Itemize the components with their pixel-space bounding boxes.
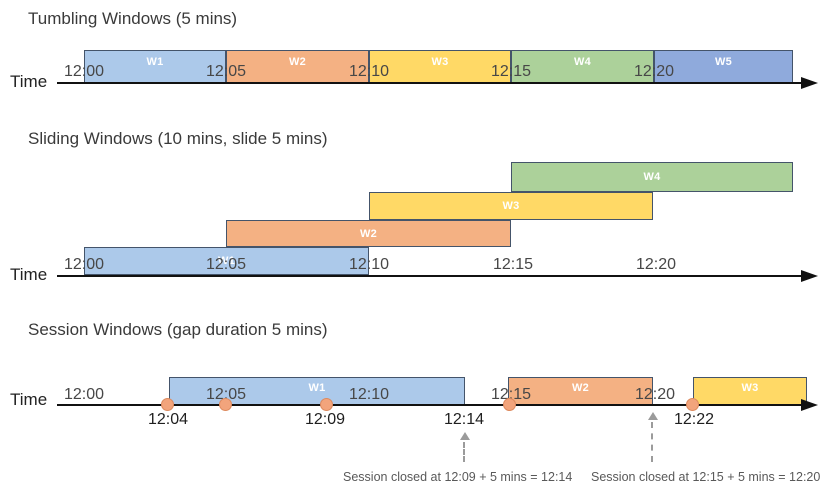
event-time-1204: 12:04: [147, 411, 189, 428]
session2-close-arrow-line: [651, 422, 653, 462]
tumbling-window-w1-label: W1: [146, 56, 164, 68]
session-tick-1220: 12:20: [634, 386, 676, 403]
tumbling-tick-1205: 12:05: [205, 63, 247, 80]
tumbling-window-w2-label: W2: [288, 56, 307, 68]
session-time-axis-label: Time: [10, 390, 48, 409]
session-timeline-arrowhead-icon: [801, 399, 818, 411]
sliding-window-w3: W3: [369, 192, 653, 220]
sliding-window-w4: W4: [511, 162, 793, 192]
sliding-tick-1200: 12:00: [63, 256, 105, 273]
tumbling-section-title: Tumbling Windows (5 mins): [28, 9, 238, 28]
session-section-title: Session Windows (gap duration 5 mins): [28, 320, 328, 339]
sliding-tick-1220: 12:20: [635, 256, 677, 273]
tumbling-window-w3: W3: [369, 50, 511, 83]
event-dot-1205: [219, 398, 232, 411]
sliding-time-axis-label: Time: [10, 265, 48, 284]
session2-close-arrow-icon: [648, 412, 658, 420]
tumbling-window-w5-label: W5: [714, 56, 733, 68]
session-timeline: [57, 404, 803, 406]
tumbling-window-w5: W5: [654, 50, 793, 83]
tumbling-tick-1210: 12:10: [348, 63, 390, 80]
session-window-w3: W3: [693, 377, 807, 405]
session-window-w2: W2: [508, 377, 653, 405]
tumbling-time-axis-label: Time: [10, 72, 48, 91]
tumbling-tick-1215: 12:15: [490, 63, 532, 80]
session1-close-annotation: Session closed at 12:09 + 5 mins = 12:14: [343, 470, 573, 484]
sliding-window-w2: W2: [226, 220, 511, 247]
tumbling-tick-1220: 12:20: [633, 63, 675, 80]
tumbling-window-w4-label: W4: [573, 56, 592, 68]
sliding-timeline-arrowhead-icon: [801, 270, 818, 282]
sliding-timeline: [57, 275, 803, 277]
sliding-tick-1205: 12:05: [205, 256, 247, 273]
sliding-window-w1: W1: [84, 247, 369, 275]
tumbling-window-w3-label: W3: [431, 56, 449, 68]
session-window-w3-label: W3: [741, 382, 759, 394]
tumbling-window-w1: W1: [84, 50, 226, 83]
event-time-1209: 12:09: [304, 411, 346, 428]
event-dot-1222: [686, 398, 699, 411]
tumbling-timeline: [57, 82, 803, 84]
event-dot-1215: [503, 398, 516, 411]
session-tick-1200: 12:00: [63, 386, 105, 403]
tumbling-window-w4: W4: [511, 50, 654, 83]
sliding-window-w4-label: W4: [643, 171, 661, 183]
session-window-w1-label: W1: [308, 382, 326, 394]
event-time-1222: 12:22: [673, 411, 715, 428]
sliding-window-w1-label: W1: [217, 255, 236, 267]
event-dot-1209: [320, 398, 333, 411]
sliding-section-title: Sliding Windows (10 mins, slide 5 mins): [28, 129, 328, 148]
session1-close-arrow-icon: [460, 432, 470, 440]
sliding-window-w3-label: W3: [502, 200, 520, 212]
session2-close-annotation: Session closed at 12:15 + 5 mins = 12:20: [591, 470, 821, 484]
session-tick-1215: 12:15: [490, 386, 532, 403]
tumbling-window-w2: W2: [226, 50, 369, 83]
event-dot-1204: [161, 398, 174, 411]
sliding-window-w2-label: W2: [359, 227, 378, 240]
event-time-1214: 12:14: [443, 411, 485, 428]
tumbling-tick-1200: 12:00: [63, 63, 105, 80]
sliding-tick-1215: 12:15: [492, 256, 534, 273]
session-tick-1205: 12:05: [205, 386, 247, 403]
session-window-w2-label: W2: [571, 382, 590, 394]
tumbling-timeline-arrowhead-icon: [801, 77, 818, 89]
session-tick-1210: 12:10: [348, 386, 390, 403]
session1-close-arrow-line: [463, 442, 465, 462]
sliding-tick-1210: 12:10: [348, 256, 390, 273]
